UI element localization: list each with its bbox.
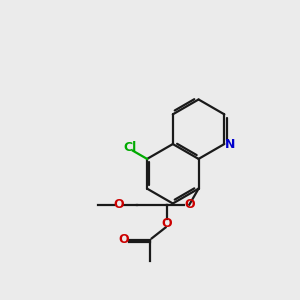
Text: methoxy: methoxy bbox=[0, 299, 1, 300]
Text: N: N bbox=[224, 138, 235, 151]
Text: O: O bbox=[119, 233, 129, 246]
Text: O: O bbox=[184, 198, 195, 211]
Text: Cl: Cl bbox=[123, 141, 136, 154]
Text: O: O bbox=[162, 217, 172, 230]
Text: O: O bbox=[114, 198, 124, 211]
